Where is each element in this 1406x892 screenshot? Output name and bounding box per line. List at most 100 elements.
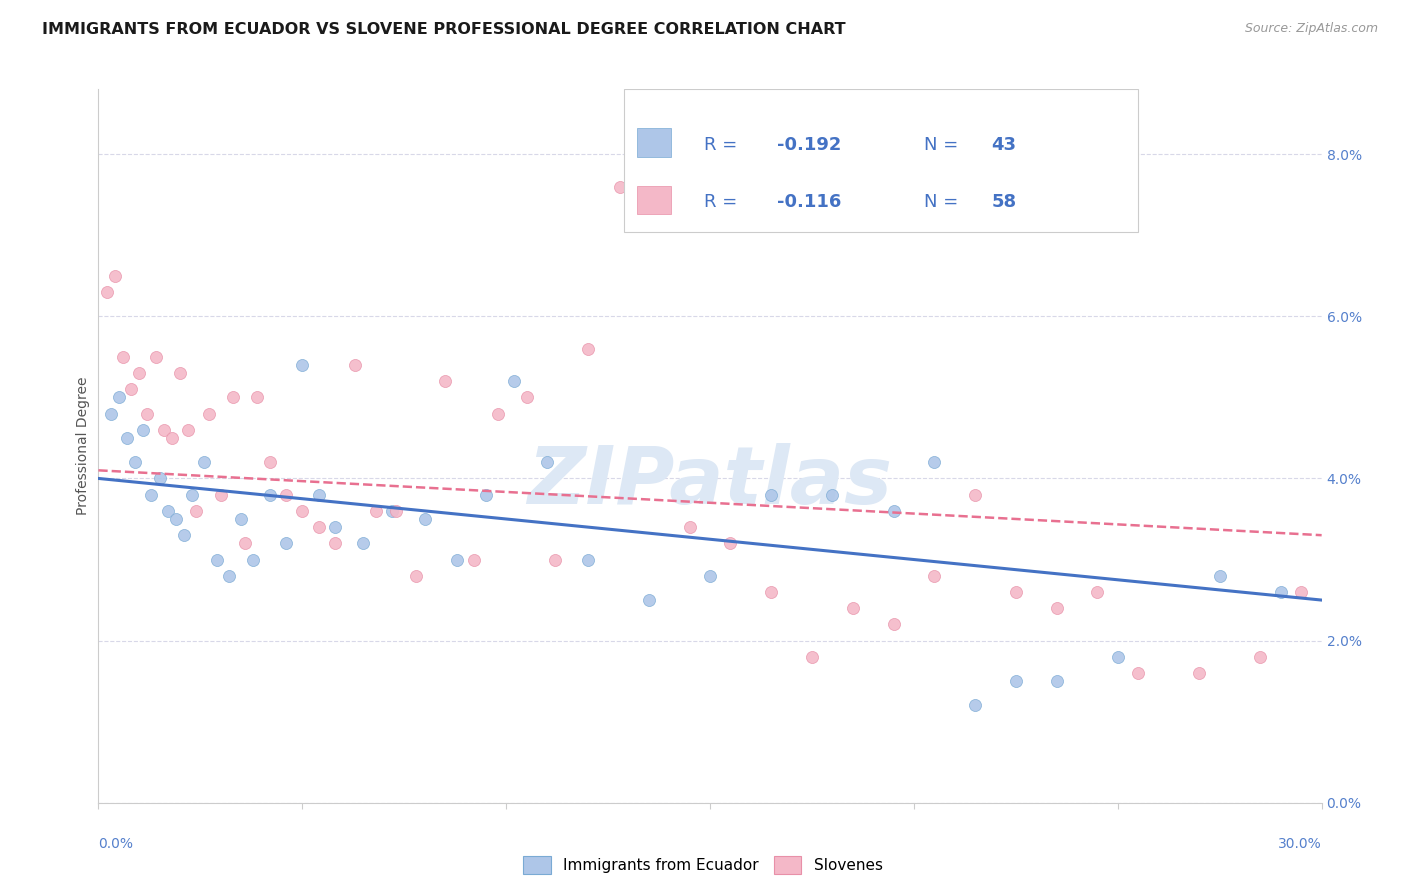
Point (352, 536, 374, 550)
Point (883, 617, 905, 632)
Point (218, 568, 240, 582)
Point (486, 407, 509, 421)
Point (291, 504, 314, 518)
Point (385, 504, 408, 518)
Point (209, 488, 232, 502)
Point (222, 390, 245, 404)
Point (246, 390, 269, 404)
FancyBboxPatch shape (624, 89, 1139, 232)
Text: 30.0%: 30.0% (1278, 837, 1322, 851)
Point (197, 407, 219, 421)
Point (132, 423, 155, 437)
Point (120, 382, 142, 396)
Point (364, 504, 387, 518)
Point (638, 593, 661, 607)
Point (259, 455, 281, 469)
Text: IMMIGRANTS FROM ECUADOR VS SLOVENE PROFESSIONAL DEGREE CORRELATION CHART: IMMIGRANTS FROM ECUADOR VS SLOVENE PROFE… (42, 22, 846, 37)
Point (323, 520, 346, 534)
Point (1004, 674, 1026, 689)
Text: N =: N = (924, 136, 965, 153)
Point (205, 552, 228, 566)
Point (128, 366, 150, 380)
Point (474, 488, 498, 502)
Point (344, 358, 367, 372)
Point (308, 488, 330, 502)
Point (104, 268, 127, 283)
Text: 43: 43 (991, 136, 1017, 153)
Point (149, 471, 172, 485)
Point (1004, 585, 1026, 599)
Point (124, 455, 146, 469)
Point (922, 568, 945, 582)
Bar (637, 128, 671, 157)
Point (259, 488, 281, 502)
Point (576, 552, 599, 566)
Point (96, 285, 118, 299)
Point (516, 390, 538, 404)
Point (181, 488, 204, 502)
Bar (637, 186, 671, 214)
Point (720, 536, 742, 550)
Point (1188, 666, 1211, 681)
Text: -0.116: -0.116 (778, 193, 842, 211)
Point (503, 374, 526, 388)
Point (609, 179, 631, 194)
Point (1128, 666, 1150, 681)
Text: Source: ZipAtlas.com: Source: ZipAtlas.com (1244, 22, 1378, 36)
Point (177, 423, 200, 437)
Point (405, 568, 427, 582)
Point (544, 552, 567, 566)
Point (165, 512, 187, 526)
Point (699, 568, 721, 582)
Point (922, 455, 945, 469)
Point (323, 536, 346, 550)
Point (1085, 585, 1108, 599)
Point (160, 431, 183, 445)
Point (274, 536, 297, 550)
Point (111, 350, 134, 364)
Point (463, 552, 485, 566)
Point (1045, 601, 1069, 615)
Point (1291, 585, 1313, 599)
Point (433, 374, 456, 388)
Point (145, 350, 167, 364)
Point (274, 488, 297, 502)
Point (193, 455, 215, 469)
Point (1107, 649, 1129, 664)
Point (801, 649, 824, 664)
Text: N =: N = (924, 193, 965, 211)
Point (169, 366, 191, 380)
Point (536, 455, 558, 469)
Point (413, 512, 436, 526)
Text: 0.0%: 0.0% (98, 837, 134, 851)
Point (231, 512, 253, 526)
Point (233, 536, 256, 550)
Point (841, 601, 863, 615)
Point (136, 407, 159, 421)
Point (100, 407, 122, 421)
Text: -0.192: -0.192 (778, 136, 842, 153)
Point (308, 520, 330, 534)
Point (1270, 585, 1292, 599)
Point (638, 163, 661, 178)
Text: R =: R = (704, 136, 742, 153)
Point (679, 520, 702, 534)
Point (883, 504, 905, 518)
Point (173, 528, 195, 542)
Point (1045, 674, 1069, 689)
Text: 58: 58 (991, 193, 1017, 211)
Point (1249, 649, 1271, 664)
Point (965, 488, 987, 502)
Legend: Immigrants from Ecuador, Slovenes: Immigrants from Ecuador, Slovenes (517, 850, 889, 880)
Text: ZIPatlas: ZIPatlas (527, 442, 893, 521)
Point (821, 488, 844, 502)
Y-axis label: Professional Degree: Professional Degree (76, 376, 90, 516)
Point (186, 504, 208, 518)
Point (291, 358, 314, 372)
Point (446, 552, 468, 566)
Point (115, 431, 138, 445)
Point (242, 552, 264, 566)
Point (141, 488, 163, 502)
Point (759, 585, 782, 599)
Point (381, 504, 404, 518)
